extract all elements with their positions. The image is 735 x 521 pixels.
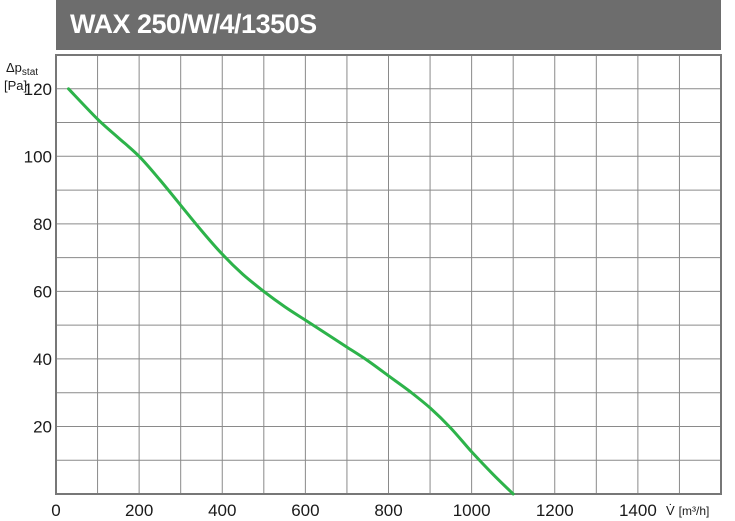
title-bar: WAX 250/W/4/1350S xyxy=(56,0,721,50)
x-tick-label: 600 xyxy=(291,501,319,520)
y-tick-label: 100 xyxy=(24,147,52,166)
y-tick-label: 40 xyxy=(33,350,52,369)
y-tick-label: 60 xyxy=(33,282,52,301)
x-axis-label: V̇ [m³/h] xyxy=(666,503,709,518)
y-tick-label: 80 xyxy=(33,215,52,234)
y-axis-label: Δpstat xyxy=(6,60,38,78)
x-tick-label: 400 xyxy=(208,501,236,520)
x-axis-unit: [m³/h] xyxy=(679,504,710,518)
x-tick-label: 200 xyxy=(125,501,153,520)
x-tick-label: 0 xyxy=(51,501,60,520)
x-tick-label: 800 xyxy=(374,501,402,520)
pressure-curve xyxy=(67,87,515,496)
x-axis-symbol: V̇ xyxy=(666,503,675,518)
x-tick-labels: 0 200 400 600 800 1000 1200 1400 xyxy=(51,501,657,520)
y-tick-label: 20 xyxy=(33,417,52,436)
chart-title: WAX 250/W/4/1350S xyxy=(70,9,317,39)
y-tick-label: 120 xyxy=(24,80,52,99)
x-tick-label: 1400 xyxy=(619,501,657,520)
plot-frame xyxy=(55,54,722,495)
y-axis-unit: [Pa] xyxy=(4,78,27,93)
y-axis-symbol: Δp xyxy=(6,60,22,75)
grid xyxy=(56,55,721,494)
x-tick-label: 1000 xyxy=(453,501,491,520)
x-tick-label: 1200 xyxy=(536,501,574,520)
y-axis-subscript: stat xyxy=(22,67,38,78)
y-tick-labels: 20 40 60 80 100 120 xyxy=(24,80,52,437)
